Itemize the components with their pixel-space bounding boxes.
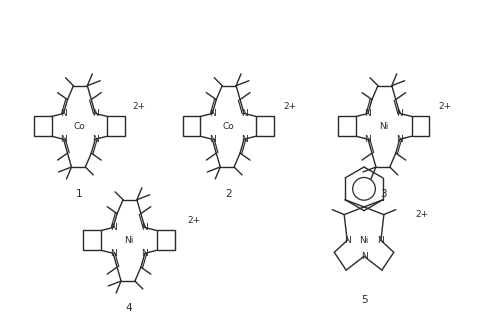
Text: N: N (241, 109, 248, 118)
Text: N: N (92, 135, 99, 144)
Text: Ni: Ni (379, 122, 388, 131)
Bar (107, 117, 125, 136)
Text: Ni: Ni (124, 236, 134, 245)
Bar (412, 117, 430, 136)
Text: 3: 3 (380, 189, 387, 199)
Text: N: N (92, 109, 99, 118)
Text: N: N (110, 249, 117, 258)
Text: N: N (365, 109, 372, 118)
Text: N: N (241, 135, 248, 144)
Bar (183, 117, 200, 136)
Text: N: N (396, 135, 403, 144)
Text: N: N (141, 223, 148, 232)
Text: N: N (209, 135, 216, 144)
Text: 2+: 2+ (187, 216, 200, 225)
Text: 2+: 2+ (132, 102, 145, 111)
Bar (83, 230, 101, 250)
Text: 2+: 2+ (415, 210, 428, 219)
Text: 2+: 2+ (283, 102, 296, 111)
Text: Co: Co (222, 122, 234, 131)
Text: Co: Co (73, 122, 85, 131)
Text: N: N (141, 249, 148, 258)
Text: N: N (396, 109, 403, 118)
Bar (256, 117, 274, 136)
Text: N: N (344, 236, 351, 245)
Text: N: N (377, 236, 384, 245)
Bar (157, 230, 175, 250)
Text: N: N (110, 223, 117, 232)
Text: N: N (361, 252, 368, 261)
Text: N: N (60, 109, 67, 118)
Text: 2: 2 (225, 189, 232, 199)
Bar (34, 117, 52, 136)
Text: 5: 5 (361, 295, 368, 305)
Text: 2+: 2+ (439, 102, 452, 111)
Bar (338, 117, 356, 136)
Text: 4: 4 (125, 303, 132, 313)
Text: N: N (60, 135, 67, 144)
Text: N: N (365, 135, 372, 144)
Text: Ni: Ni (359, 236, 369, 245)
Text: 1: 1 (76, 189, 83, 199)
Text: N: N (209, 109, 216, 118)
